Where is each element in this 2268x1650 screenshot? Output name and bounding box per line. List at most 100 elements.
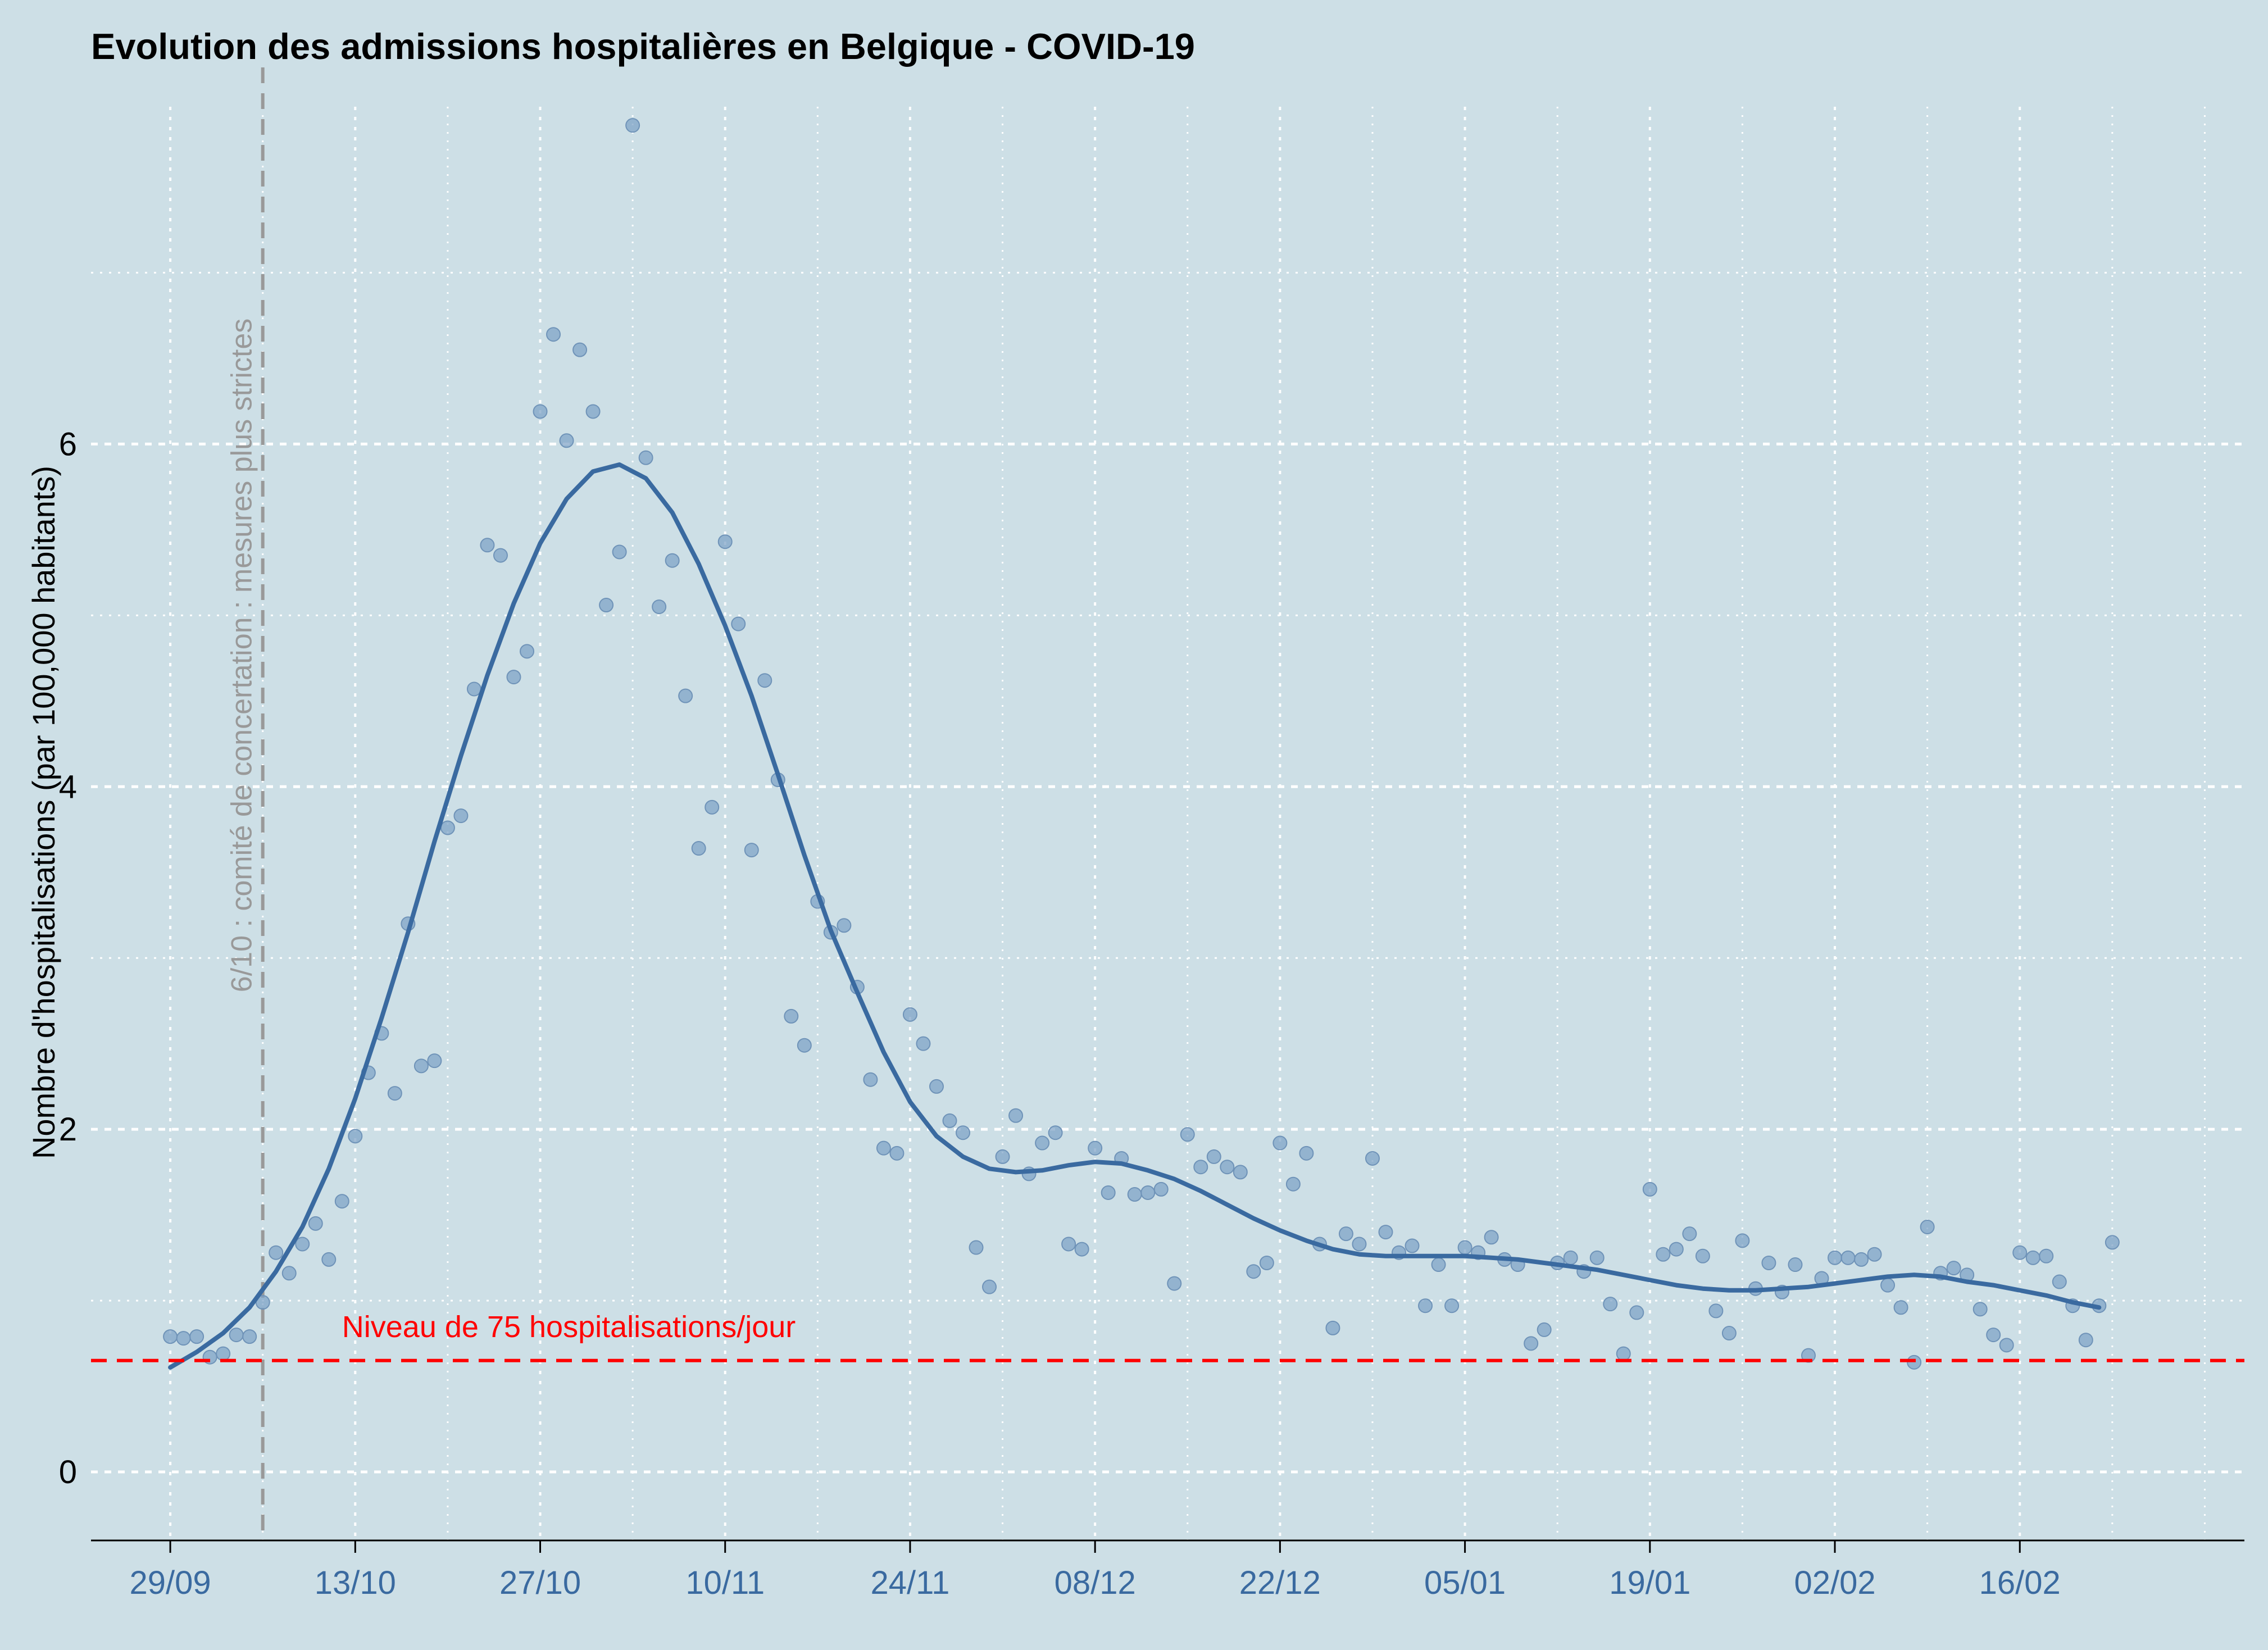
data-point [520,644,535,659]
data-point [2052,1274,2067,1289]
points-layer [163,118,2120,1370]
x-tick-label: 19/01 [1609,1565,1690,1601]
data-point [493,548,508,563]
data-point [559,433,574,448]
data-point [705,799,720,815]
data-point [1735,1233,1750,1248]
data-point [1272,1135,1288,1151]
data-point [321,1252,337,1267]
data-point [1074,1242,1089,1257]
data-point [1431,1257,1446,1272]
data-point [2105,1235,2120,1250]
data-point [678,688,693,703]
data-point [1299,1146,1314,1161]
data-point [1761,1255,1776,1270]
data-point [480,538,495,553]
data-point [348,1129,363,1144]
data-point [1008,1108,1024,1123]
data-point [1721,1326,1737,1341]
data-point [1180,1127,1195,1142]
data-point [1907,1354,1922,1370]
x-tick-label: 22/12 [1239,1565,1321,1601]
data-point [956,1125,971,1140]
data-point [506,670,521,685]
y-axis-label: Nombre d'hospitalisations (par 100,000 h… [26,466,61,1159]
data-point [1986,1328,2001,1343]
data-point [1828,1250,1843,1265]
data-point [1338,1226,1353,1242]
data-point [334,1194,349,1209]
data-point [1140,1185,1156,1200]
data-point [1259,1255,1274,1270]
data-point [1167,1276,1182,1291]
chart-title: Evolution des admissions hospitalières e… [91,26,1195,67]
data-point [889,1146,905,1161]
data-point [1405,1238,1420,1253]
data-point [1695,1248,1710,1263]
data-point [744,843,759,858]
data-point [1285,1176,1301,1192]
data-point [295,1237,310,1252]
data-point [1788,1257,1803,1272]
data-point [612,544,627,560]
data-point [427,1053,442,1069]
data-point [1920,1219,1935,1234]
data-point [533,404,548,419]
data-point [1444,1298,1460,1313]
data-point [2012,1245,2028,1260]
data-point [916,1036,931,1051]
data-point [308,1216,323,1231]
data-point [1893,1300,1908,1315]
data-point [1642,1181,1657,1197]
data-point [757,673,772,688]
data-point [1035,1135,1050,1151]
data-point [1682,1226,1697,1242]
data-point [189,1329,204,1344]
data-point [797,1038,812,1053]
data-point [863,1072,878,1087]
data-point [585,404,601,419]
data-point [1048,1125,1063,1140]
data-point [1589,1250,1605,1265]
data-point [1840,1250,1856,1265]
data-point [902,1007,917,1022]
data-point [387,1086,402,1101]
data-point [1246,1264,1261,1279]
data-point [1325,1320,1340,1335]
data-point [638,450,653,465]
data-point [1418,1298,1433,1313]
x-tick-label: 10/11 [685,1565,765,1601]
data-point [942,1113,957,1128]
data-point [269,1245,284,1260]
x-tick-label: 08/12 [1055,1565,1136,1601]
data-point [717,534,733,549]
data-point [1537,1322,1552,1337]
data-point [1153,1181,1169,1197]
data-point [1061,1237,1076,1252]
data-point [413,1058,429,1074]
data-point [1233,1165,1248,1180]
data-point [1867,1247,1882,1262]
data-point [982,1279,997,1294]
data-point [176,1331,191,1346]
smooth-layer [168,462,2102,1370]
data-point [1972,1302,1988,1317]
data-point [1854,1252,1869,1267]
y-tick-label: 2 [59,1111,77,1148]
data-point [163,1329,178,1344]
data-point [229,1328,244,1343]
data-point [572,342,588,357]
data-point [599,598,614,613]
y-tick-label: 0 [59,1454,77,1490]
data-point [1629,1305,1644,1320]
data-point [1999,1338,2014,1353]
data-point [1616,1346,1631,1361]
data-point [625,118,640,133]
x-tick-label: 13/10 [315,1565,396,1601]
data-point [652,599,667,615]
data-point [995,1149,1010,1164]
data-point [1484,1230,1499,1245]
x-tick-label: 05/01 [1424,1565,1506,1601]
